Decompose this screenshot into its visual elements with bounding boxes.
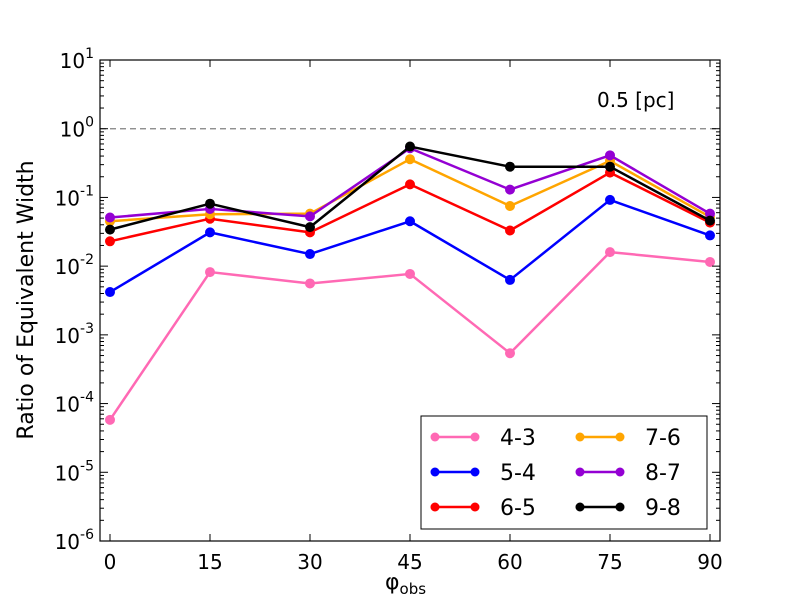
data-point: [605, 150, 615, 161]
series-line: [109, 157, 711, 223]
legend-item: 9-8: [575, 496, 681, 521]
series-9-8: [105, 141, 715, 235]
legend-marker: [470, 432, 480, 442]
data-point: [405, 268, 415, 279]
y-tick-label: 10-5: [55, 458, 94, 485]
data-point: [505, 184, 515, 195]
x-tick-label: 0: [104, 550, 117, 574]
legend-marker: [470, 502, 480, 512]
data-point: [605, 161, 615, 172]
legend-label: 5-4: [500, 461, 536, 486]
y-axis-label: Ratio of Equivalent Width: [14, 160, 39, 439]
legend-item: 4-3: [430, 426, 536, 451]
y-tick-label: 101: [60, 46, 94, 73]
data-point: [505, 348, 515, 359]
data-point: [105, 224, 115, 235]
data-point: [405, 216, 415, 227]
x-tick-label: 15: [197, 550, 222, 574]
data-point: [105, 287, 115, 298]
legend: 4-3 5-4 6-5 7-6 8-7 9-8: [420, 415, 708, 530]
data-point: [105, 236, 115, 247]
series-5-4: [105, 194, 715, 298]
x-axis-label: φobs: [385, 570, 426, 598]
annotation-text: 0.5 [pc]: [597, 88, 674, 112]
y-tick-label: 10-3: [55, 321, 94, 348]
legend-item: 7-6: [575, 426, 681, 451]
data-point: [505, 274, 515, 285]
data-point: [405, 179, 415, 190]
legend-item: 6-5: [430, 496, 536, 521]
x-axis-label-subscript: obs: [400, 580, 427, 598]
y-tick-label: 10-2: [55, 252, 94, 279]
data-point: [705, 215, 715, 226]
data-point: [705, 256, 715, 267]
data-point: [305, 222, 315, 233]
x-tick-label: 90: [697, 550, 722, 574]
data-point: [505, 161, 515, 172]
legend-label: 9-8: [645, 496, 681, 521]
legend-label: 4-3: [500, 426, 536, 451]
legend-marker: [615, 502, 625, 512]
legend-marker: [615, 432, 625, 442]
data-point: [405, 154, 415, 165]
data-point: [205, 227, 215, 238]
series-7-6: [105, 154, 715, 227]
data-point: [305, 211, 315, 222]
data-point: [205, 198, 215, 209]
legend-item: 5-4: [430, 461, 536, 486]
legend-item: 8-7: [575, 461, 681, 486]
legend-marker: [430, 502, 440, 512]
data-point: [305, 249, 315, 260]
data-point: [405, 141, 415, 152]
legend-marker: [575, 467, 585, 477]
data-point: [105, 212, 115, 223]
tick-labels: 0 15 30 45 60 75 90 10-6 10-5 10-4 10-3 10-2 10-1 100…: [55, 46, 723, 574]
series-layer: [105, 141, 715, 425]
data-point: [605, 247, 615, 258]
y-tick-label: 100: [60, 115, 94, 142]
data-point: [605, 194, 615, 205]
data-point: [305, 278, 315, 289]
x-tick-label: 60: [497, 550, 522, 574]
legend-label: 7-6: [645, 426, 681, 451]
data-point: [705, 230, 715, 241]
series-4-3: [105, 247, 715, 425]
data-point: [105, 414, 115, 425]
legend-label: 6-5: [500, 496, 536, 521]
legend-marker: [470, 467, 480, 477]
x-tick-label: 45: [397, 550, 422, 574]
x-tick-label: 30: [297, 550, 322, 574]
data-point: [505, 201, 515, 212]
y-tick-label: 10-4: [55, 390, 95, 417]
data-point: [505, 225, 515, 236]
legend-marker: [575, 432, 585, 442]
legend-marker: [575, 502, 585, 512]
legend-label: 8-7: [645, 461, 681, 486]
axis-ticks: [100, 59, 720, 542]
y-tick-label: 10-6: [55, 527, 95, 554]
x-tick-label: 75: [597, 550, 622, 574]
legend-marker: [430, 467, 440, 477]
data-point: [205, 267, 215, 278]
legend-marker: [430, 432, 440, 442]
y-tick-label: 10-1: [55, 183, 94, 210]
legend-marker: [615, 467, 625, 477]
